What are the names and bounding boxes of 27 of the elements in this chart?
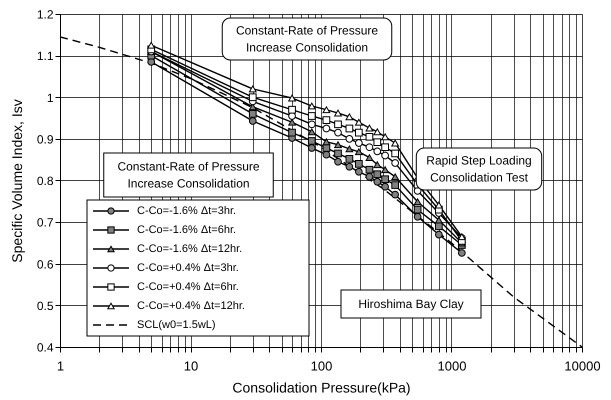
legend-label: C-Co=-1.6% Δt=12hr. [137, 243, 242, 255]
legend-label: C-Co=+0.4% Δt=6hr. [137, 281, 239, 293]
x-tick-label: 100 [310, 358, 332, 374]
y-tick-label: 1.2 [36, 8, 54, 22]
y-tick-label: 0.7 [36, 216, 54, 230]
x-axis-title: Consolidation Pressure(kPa) [232, 380, 411, 396]
y-tick-label: 0.6 [36, 257, 54, 272]
y-tick-label: 0.5 [36, 298, 54, 313]
x-tick-label: 1000 [438, 358, 466, 374]
y-axis-title: Specific Volume Index, Isv [8, 99, 25, 263]
legend-label: C-Co=-1.6% Δt=6hr. [137, 224, 236, 236]
annotation: Hiroshima Bay Clay [358, 297, 464, 311]
y-tick-label: 0.9 [36, 132, 54, 146]
y-tick-label: 1 [46, 90, 54, 105]
legend-label: SCL(w0=1.5wL) [137, 319, 216, 331]
legend-label: C-Co=+0.4% Δt=12hr. [137, 300, 245, 312]
x-tick-label: 10 [184, 358, 198, 374]
y-tick-label: 0.4 [36, 340, 54, 354]
y-tick-label: 0.8 [36, 174, 54, 188]
y-tick-label: 1.1 [36, 49, 54, 64]
legend-label: C-Co=-1.6% Δt=3hr. [137, 205, 236, 217]
x-tick-label: 10000 [564, 358, 601, 374]
annotation: Rapid Step Loading Consolidation Test [426, 154, 532, 184]
x-tick-label: 1 [56, 358, 64, 374]
annotation: Constant-Rate of Pressure Increase Consolidation [236, 24, 378, 54]
legend-label: C-Co=+0.4% Δt=3hr. [137, 262, 239, 274]
annotation: Constant-Rate of Pressure Increase Consolidation [117, 160, 260, 190]
